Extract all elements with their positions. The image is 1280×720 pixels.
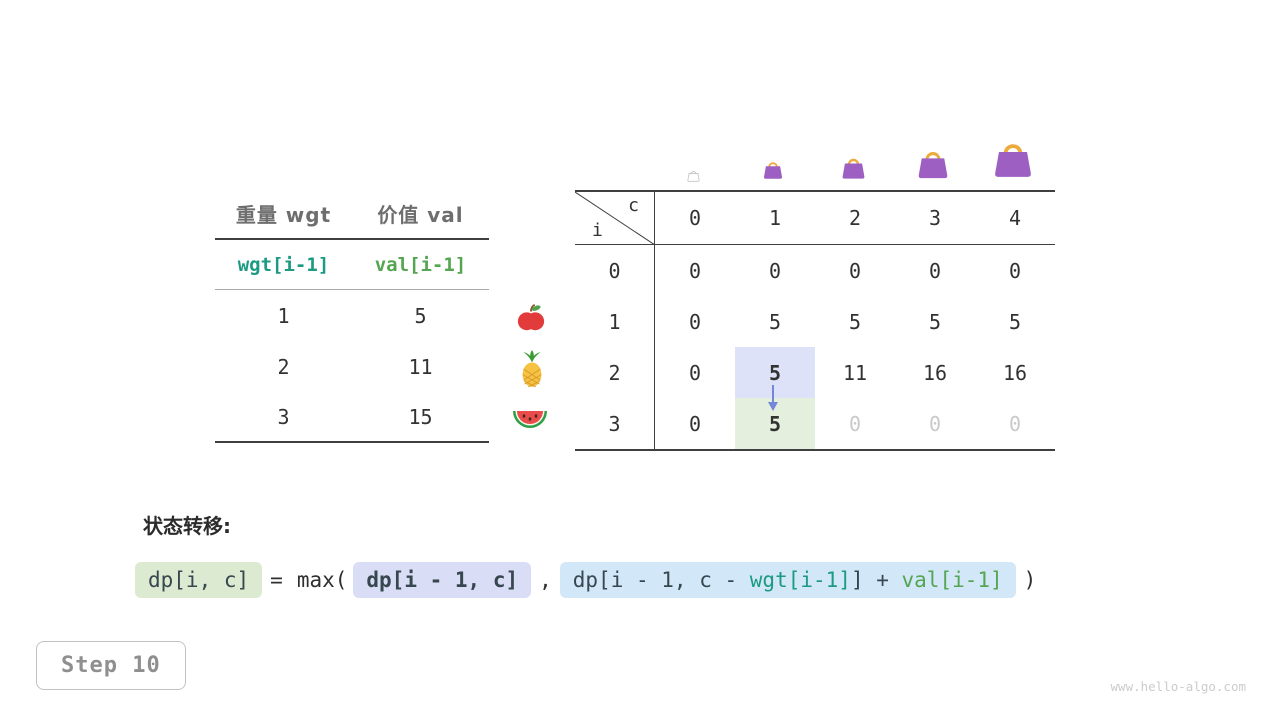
bag-empty-icon xyxy=(686,167,701,186)
dp-cell-1-2: 5 xyxy=(848,309,862,334)
item-row-2: 2 11 xyxy=(215,341,489,392)
take-prefix: dp[i - 1, c - xyxy=(572,568,750,592)
bag-large-icon xyxy=(914,147,952,184)
dp-cell-0-1: 0 xyxy=(768,258,782,283)
dp-col-header-1: 1 xyxy=(735,192,815,245)
dp-cell-1-4: 5 xyxy=(1008,309,1022,334)
transition-arrow-icon xyxy=(765,384,781,416)
dp-grid: c i 0 1 2 3 4 0 0 0 0 0 0 1 0 5 5 5 5 2 … xyxy=(575,190,1055,451)
item-row-3: 3 15 xyxy=(215,392,489,443)
watermelon-icon xyxy=(512,408,548,436)
item-2-value: 11 xyxy=(408,354,433,379)
formula-keep-term: dp[i - 1, c] xyxy=(353,562,532,598)
bag-small-icon xyxy=(761,159,785,184)
dp-table: c i 0 1 2 3 4 0 0 0 0 0 0 1 0 5 5 5 5 2 … xyxy=(575,190,1055,451)
dp-cell-2-3: 16 xyxy=(922,360,948,385)
value-column-header: 价值 val xyxy=(377,202,464,227)
formula-close-paren: ) xyxy=(1023,568,1037,592)
dp-cell-3-2: 0 xyxy=(848,411,862,436)
dp-cell-1-0: 0 xyxy=(688,309,702,334)
corner-row-var: i xyxy=(592,220,603,241)
items-table-header-row: 重量 wgt 价值 val xyxy=(215,188,489,240)
dp-cell-2-2: 11 xyxy=(842,360,868,385)
dp-row-label-0: 0 xyxy=(575,245,655,296)
items-table: 重量 wgt 价值 val wgt[i-1] val[i-1] 1 5 2 11… xyxy=(215,188,489,443)
corner-col-var: c xyxy=(628,195,639,216)
dp-cell-2-1-source-highlight: 5 xyxy=(735,347,815,398)
dp-cell-0-3: 0 xyxy=(928,258,942,283)
step-counter-label: Step 10 xyxy=(61,653,161,678)
dp-row-label-1: 1 xyxy=(575,296,655,347)
formula-equals: = xyxy=(270,568,283,592)
dp-cell-3-0: 0 xyxy=(688,411,702,436)
step-counter: Step 10 xyxy=(36,641,186,690)
item-row-1: 1 5 xyxy=(215,290,489,341)
bag-xlarge-icon xyxy=(989,138,1037,183)
apple-icon xyxy=(516,303,546,337)
wgt-var-label: wgt[i-1] xyxy=(237,253,330,276)
formula-take-term: dp[i - 1, c - wgt[i-1]] + val[i-1] xyxy=(559,562,1016,598)
bag-medium-icon xyxy=(839,155,868,184)
take-infix: ] + xyxy=(850,568,902,592)
dp-col-header-2: 2 xyxy=(815,192,895,245)
dp-row-label-3: 3 xyxy=(575,398,655,449)
dp-col-header-4: 4 xyxy=(975,192,1055,245)
dp-col-header-3: 3 xyxy=(895,192,975,245)
dp-cell-0-4: 0 xyxy=(1008,258,1022,283)
item-3-weight: 3 xyxy=(277,404,290,429)
dp-corner-cell: c i xyxy=(575,192,655,245)
transition-label: 状态转移: xyxy=(143,514,231,538)
dp-col-header-0: 0 xyxy=(655,192,735,245)
item-3-value: 15 xyxy=(408,404,433,429)
watermark: www.hello-algo.com xyxy=(1110,679,1246,694)
items-table-var-row: wgt[i-1] val[i-1] xyxy=(215,240,489,290)
dp-cell-1-1: 5 xyxy=(768,309,782,334)
item-1-weight: 1 xyxy=(277,303,290,328)
dp-cell-3-3: 0 xyxy=(928,411,942,436)
val-var-label: val[i-1] xyxy=(374,253,467,276)
item-1-value: 5 xyxy=(414,303,427,328)
take-wgt-ref: wgt[i-1] xyxy=(749,568,851,592)
dp-cell-0-0: 0 xyxy=(688,258,702,283)
dp-cell-0-2: 0 xyxy=(848,258,862,283)
pineapple-icon xyxy=(517,350,547,392)
dp-cell-2-4: 16 xyxy=(1002,360,1028,385)
weight-column-header: 重量 wgt xyxy=(235,202,332,227)
dp-cell-3-1-target-highlight: 5 xyxy=(735,398,815,449)
formula-comma: , xyxy=(539,568,552,592)
item-2-weight: 2 xyxy=(277,354,290,379)
transition-formula: dp[i, c] = max( dp[i - 1, c] , dp[i - 1,… xyxy=(135,562,1044,598)
dp-cell-2-0: 0 xyxy=(688,360,702,385)
dp-row-label-2: 2 xyxy=(575,347,655,398)
formula-lhs-term: dp[i, c] xyxy=(135,562,263,598)
dp-cell-3-4: 0 xyxy=(1008,411,1022,436)
dp-cell-1-3: 5 xyxy=(928,309,942,334)
formula-max-open: max( xyxy=(296,568,348,592)
take-val-ref: val[i-1] xyxy=(901,568,1003,592)
